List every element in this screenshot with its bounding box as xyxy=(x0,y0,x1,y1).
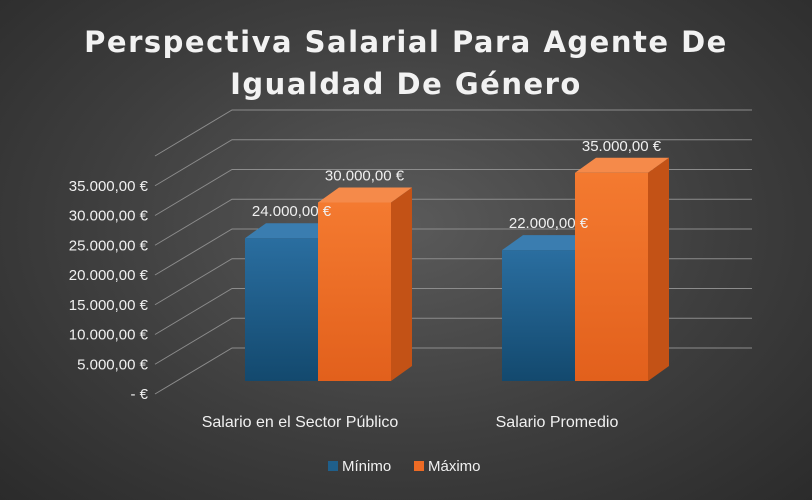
bars xyxy=(245,157,669,381)
chart-title-line-2: Igualdad De Género xyxy=(230,67,582,101)
bar-front xyxy=(245,238,318,381)
category-label: Salario Promedio xyxy=(496,414,619,431)
y-tick-label: 35.000,00 € xyxy=(69,178,149,195)
data-label: 35.000,00 € xyxy=(582,138,662,155)
bar-top xyxy=(575,157,669,173)
y-tick-label: - € xyxy=(130,386,148,403)
bar-top xyxy=(318,187,412,203)
bar-side xyxy=(391,187,412,381)
y-tick-label: 25.000,00 € xyxy=(69,237,149,254)
gridline xyxy=(154,109,752,157)
bar-side xyxy=(648,157,669,381)
y-tick-label: 15.000,00 € xyxy=(69,297,149,314)
legend-label: Máximo xyxy=(428,458,481,475)
bar-top xyxy=(245,223,339,239)
gridline xyxy=(154,139,752,187)
legend-swatch xyxy=(328,461,338,471)
data-label: 24.000,00 € xyxy=(252,203,332,220)
y-axis-ticks: - € 5.000,00 € 10.000,00 € 15.000,00 € 20.00… xyxy=(69,178,149,403)
bar-front xyxy=(502,250,575,381)
legend: Mínimo Máximo xyxy=(328,458,481,475)
bar-maximo xyxy=(318,187,412,381)
data-label: 30.000,00 € xyxy=(325,168,405,185)
chart-title-line-1: Perspectiva Salarial Para Agente De xyxy=(84,25,728,59)
bar-front xyxy=(575,172,648,381)
data-label: 22.000,00 € xyxy=(509,215,589,232)
bar-front xyxy=(318,202,391,381)
gridline xyxy=(154,169,752,216)
bar-maximo xyxy=(575,157,669,381)
y-tick-label: 30.000,00 € xyxy=(69,208,149,225)
category-labels: Salario en el Sector Público Salario Prom… xyxy=(202,414,619,431)
category-label: Salario en el Sector Público xyxy=(202,414,399,431)
legend-swatch xyxy=(414,461,424,471)
y-tick-label: 10.000,00 € xyxy=(69,327,149,344)
y-tick-label: 5.000,00 € xyxy=(77,356,149,373)
gridlines xyxy=(154,109,752,395)
y-tick-label: 20.000,00 € xyxy=(69,267,149,284)
legend-label: Mínimo xyxy=(342,458,391,475)
data-labels: 24.000,00 € 30.000,00 € 22.000,00 € 35.000,… xyxy=(252,138,662,232)
bar-top xyxy=(502,235,596,251)
